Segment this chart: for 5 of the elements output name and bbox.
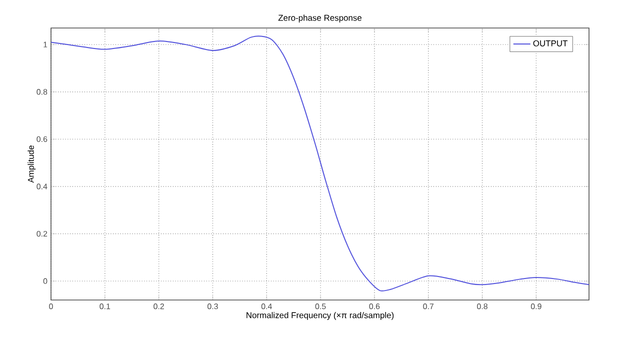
line-series [51, 36, 590, 292]
legend-label: OUTPUT [533, 40, 568, 46]
chart-title: Zero-phase Response [278, 14, 362, 22]
x-axis-title: Normalized Frequency (×π rad/sample) [246, 312, 394, 320]
y-axis-title: Amplitude [28, 146, 36, 183]
